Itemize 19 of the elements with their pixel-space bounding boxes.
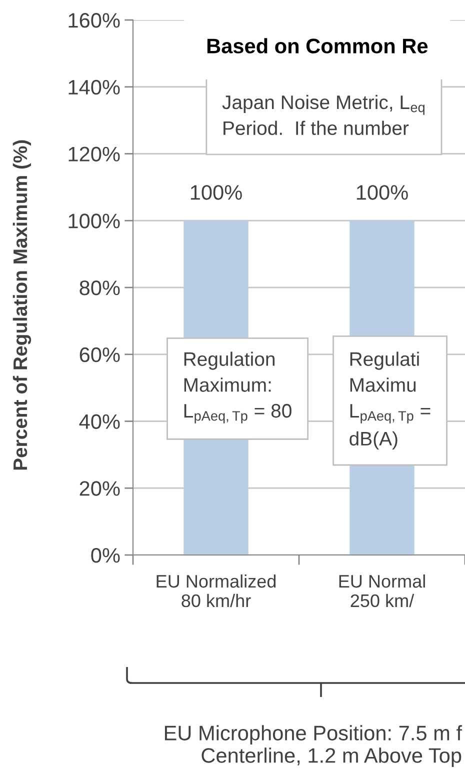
y-tick-label: 100% — [68, 214, 120, 228]
annotation: Regulation Maximum: L$_{pAeq,Tp}$ = 80 — [184, 352, 292, 424]
y-tick-label: 40% — [79, 414, 120, 430]
y-tick-label: 120% — [68, 146, 120, 162]
data-label: 100% — [190, 185, 242, 200]
text: EU Microphone Position: 7.5 m f Centerline, 1.2 m Above Top — [164, 725, 462, 767]
y-tick-label: 80% — [80, 280, 120, 296]
y-tick-label: 140% — [68, 80, 120, 95]
y-tick-label: 20% — [80, 481, 120, 496]
text: Regulati Maximu L$_{pAeq,Tp}$ = dB(A) — [350, 352, 430, 450]
data-label: 100% — [356, 185, 408, 200]
annotation: Japan Noise Metric, L$_{eq}$ Period. If the number — [222, 94, 424, 136]
x-tick-label: EU Normalized 80 km/hr — [156, 574, 276, 608]
y-tick-label: 60% — [80, 347, 120, 362]
y-tick-label: 0% — [91, 548, 120, 563]
text: Based on Common Re — [207, 38, 428, 54]
y-tick-label: 160% — [68, 13, 120, 28]
y-axis-title: Percent of Regulation Maximum (%) — [12, 140, 32, 470]
x-tick-label: EU Normal 250 km/ — [339, 574, 425, 608]
